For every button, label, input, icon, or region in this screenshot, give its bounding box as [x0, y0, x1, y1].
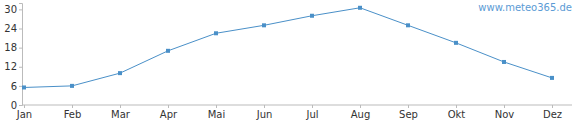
- marker: [70, 84, 74, 88]
- x-axis-line: [22, 105, 572, 106]
- marker: [358, 6, 362, 10]
- y-tick: 6: [11, 81, 22, 92]
- x-tick-mark: [552, 105, 553, 108]
- y-axis: 0612182430: [4, 4, 22, 111]
- marker: [310, 14, 314, 18]
- x-tick: Jan: [16, 105, 32, 120]
- x-tick-mark: [312, 105, 313, 108]
- plot-area: [22, 6, 554, 90]
- y-tick-label: 18: [4, 42, 17, 53]
- x-tick-label: Feb: [64, 109, 82, 120]
- x-tick-mark: [360, 105, 361, 108]
- y-tick: 24: [4, 23, 22, 34]
- x-tick-label: Mar: [111, 109, 131, 120]
- x-tick-label: Nov: [495, 109, 515, 120]
- marker: [454, 41, 458, 45]
- y-tick-mark: [19, 48, 22, 49]
- x-tick-mark: [504, 105, 505, 108]
- x-tick: Apr: [160, 105, 178, 120]
- x-tick-label: Okt: [448, 109, 466, 120]
- y-tick-mark: [19, 29, 22, 30]
- y-tick-label: 24: [4, 23, 17, 34]
- x-tick: Mai: [208, 105, 226, 120]
- x-tick-mark: [456, 105, 457, 108]
- marker: [262, 23, 266, 27]
- marker: [550, 76, 554, 80]
- x-tick: Dez: [543, 105, 562, 120]
- x-tick-mark: [408, 105, 409, 108]
- x-tick: Sep: [399, 105, 418, 120]
- x-tick-label: Sep: [399, 109, 418, 120]
- marker: [502, 60, 506, 64]
- marker: [406, 23, 410, 27]
- marker: [118, 71, 122, 75]
- y-tick: 12: [4, 61, 22, 72]
- x-tick-label: Aug: [351, 109, 371, 120]
- x-tick: Jul: [305, 105, 318, 120]
- x-tick: Nov: [495, 105, 515, 120]
- y-tick-mark: [19, 105, 22, 106]
- x-tick-label: Jul: [305, 109, 318, 120]
- marker: [22, 85, 26, 89]
- y-tick: 30: [4, 4, 22, 15]
- line: [24, 8, 552, 88]
- y-tick-mark: [19, 9, 22, 10]
- x-tick-label: Jan: [16, 109, 32, 120]
- x-tick-label: Mai: [208, 109, 226, 120]
- x-tick-mark: [168, 105, 169, 108]
- x-tick-mark: [120, 105, 121, 108]
- y-tick: 18: [4, 42, 22, 53]
- x-tick-mark: [72, 105, 73, 108]
- y-tick-label: 6: [11, 81, 17, 92]
- x-tick: Okt: [448, 105, 466, 120]
- y-tick-label: 30: [4, 4, 17, 15]
- x-tick: Jun: [256, 105, 273, 120]
- x-tick-mark: [216, 105, 217, 108]
- marker: [214, 31, 218, 35]
- y-tick-mark: [19, 86, 22, 87]
- y-tick-mark: [19, 67, 22, 68]
- x-tick: Mar: [111, 105, 131, 120]
- y-axis-line: [19, 4, 23, 106]
- x-tick-label: Dez: [543, 109, 562, 120]
- x-tick: Aug: [351, 105, 371, 120]
- x-tick-mark: [24, 105, 25, 108]
- x-tick-label: Jun: [256, 109, 273, 120]
- x-tick-label: Apr: [160, 109, 178, 120]
- x-axis: Jan Feb Mar Apr Mai Jun Jul Aug Sep Okt Nov Dez: [16, 105, 572, 120]
- x-tick-mark: [264, 105, 265, 108]
- annotation: www.meteo365.de: [478, 2, 572, 13]
- y-tick-label: 12: [4, 61, 17, 72]
- marker: [166, 49, 170, 53]
- x-tick: Feb: [64, 105, 82, 120]
- chart: 0612182430JanFebMarAprMaiJunJulAugSepOkt…: [0, 0, 576, 120]
